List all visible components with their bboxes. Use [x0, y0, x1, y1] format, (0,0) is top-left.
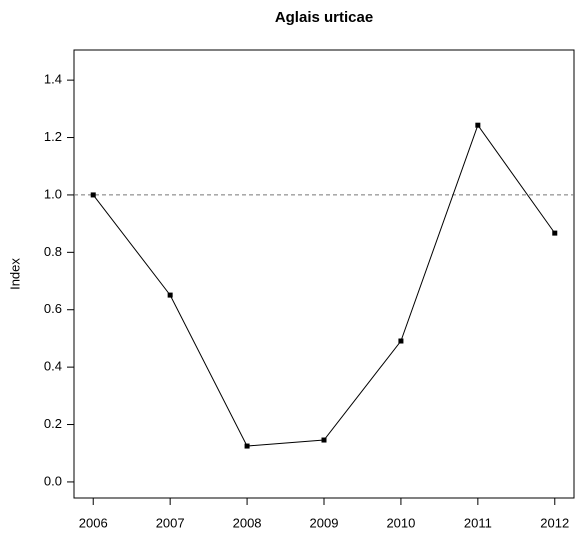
point [552, 230, 558, 236]
x-tick-label: 2009 [310, 515, 339, 530]
x-tick-label: 2011 [464, 515, 492, 530]
x-tick-label: 2008 [233, 515, 262, 530]
x-tick-label: 2010 [386, 515, 415, 530]
line [92, 124, 556, 447]
y-tick-label: 1.2 [44, 129, 62, 144]
y-tick-label: 0.0 [44, 473, 62, 488]
point [167, 292, 173, 298]
point [475, 122, 481, 128]
point [398, 338, 404, 344]
chart-title: Aglais urticae [275, 9, 373, 26]
y-tick-label: 0.6 [44, 301, 62, 316]
y-tick-label: 0.8 [44, 244, 62, 259]
x-tick-label: 2012 [540, 515, 569, 530]
point [321, 437, 327, 443]
y-tick-label: 0.2 [44, 416, 62, 431]
point [90, 192, 96, 198]
plot-frame [73, 49, 575, 499]
y-axis-label: Index [7, 258, 22, 290]
x-tick-label: 2007 [156, 515, 185, 530]
y-tick-label: 0.4 [44, 359, 62, 374]
y-tick-label: 1.0 [44, 186, 62, 201]
y-tick-label: 1.4 [44, 72, 62, 87]
point [244, 443, 250, 449]
x-tick-label: 2006 [79, 515, 108, 530]
